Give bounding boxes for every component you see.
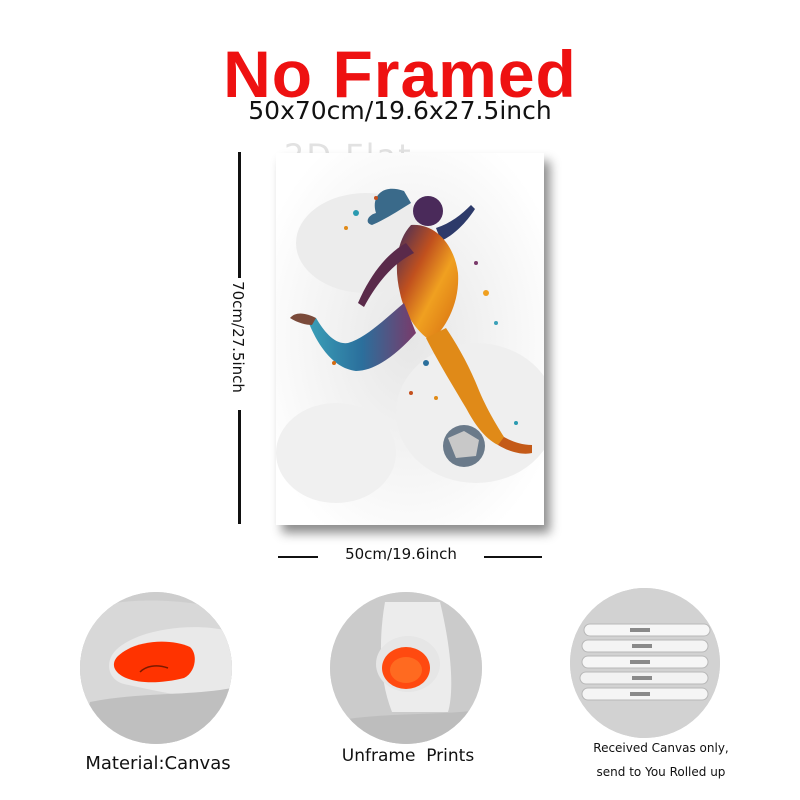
height-dimension-line-top bbox=[238, 152, 241, 278]
width-dimension-line-left bbox=[278, 556, 318, 558]
soccer-player-artwork bbox=[276, 153, 544, 525]
feature-caption-material: Material:Canvas bbox=[85, 753, 231, 774]
feature-caption-received-line2: send to You Rolled up bbox=[596, 765, 726, 779]
rolled-tubes-photo bbox=[570, 588, 720, 738]
unframed-roll-photo bbox=[330, 592, 482, 744]
poster-canvas bbox=[276, 153, 544, 525]
canvas-material-photo bbox=[80, 592, 232, 744]
height-dimension-label: 70cm/27.5inch bbox=[229, 281, 247, 393]
headline-no-framed: No Framed bbox=[223, 37, 577, 111]
width-dimension-line-right bbox=[484, 556, 542, 558]
size-subtitle: 50x70cm/19.6x27.5inch bbox=[248, 96, 552, 125]
width-dimension-label: 50cm/19.6inch bbox=[345, 545, 457, 563]
height-dimension-line-bottom bbox=[238, 410, 241, 524]
feature-caption-received-line1: Received Canvas only, bbox=[593, 741, 729, 755]
feature-caption-unframe: Unframe Prints bbox=[341, 746, 475, 766]
